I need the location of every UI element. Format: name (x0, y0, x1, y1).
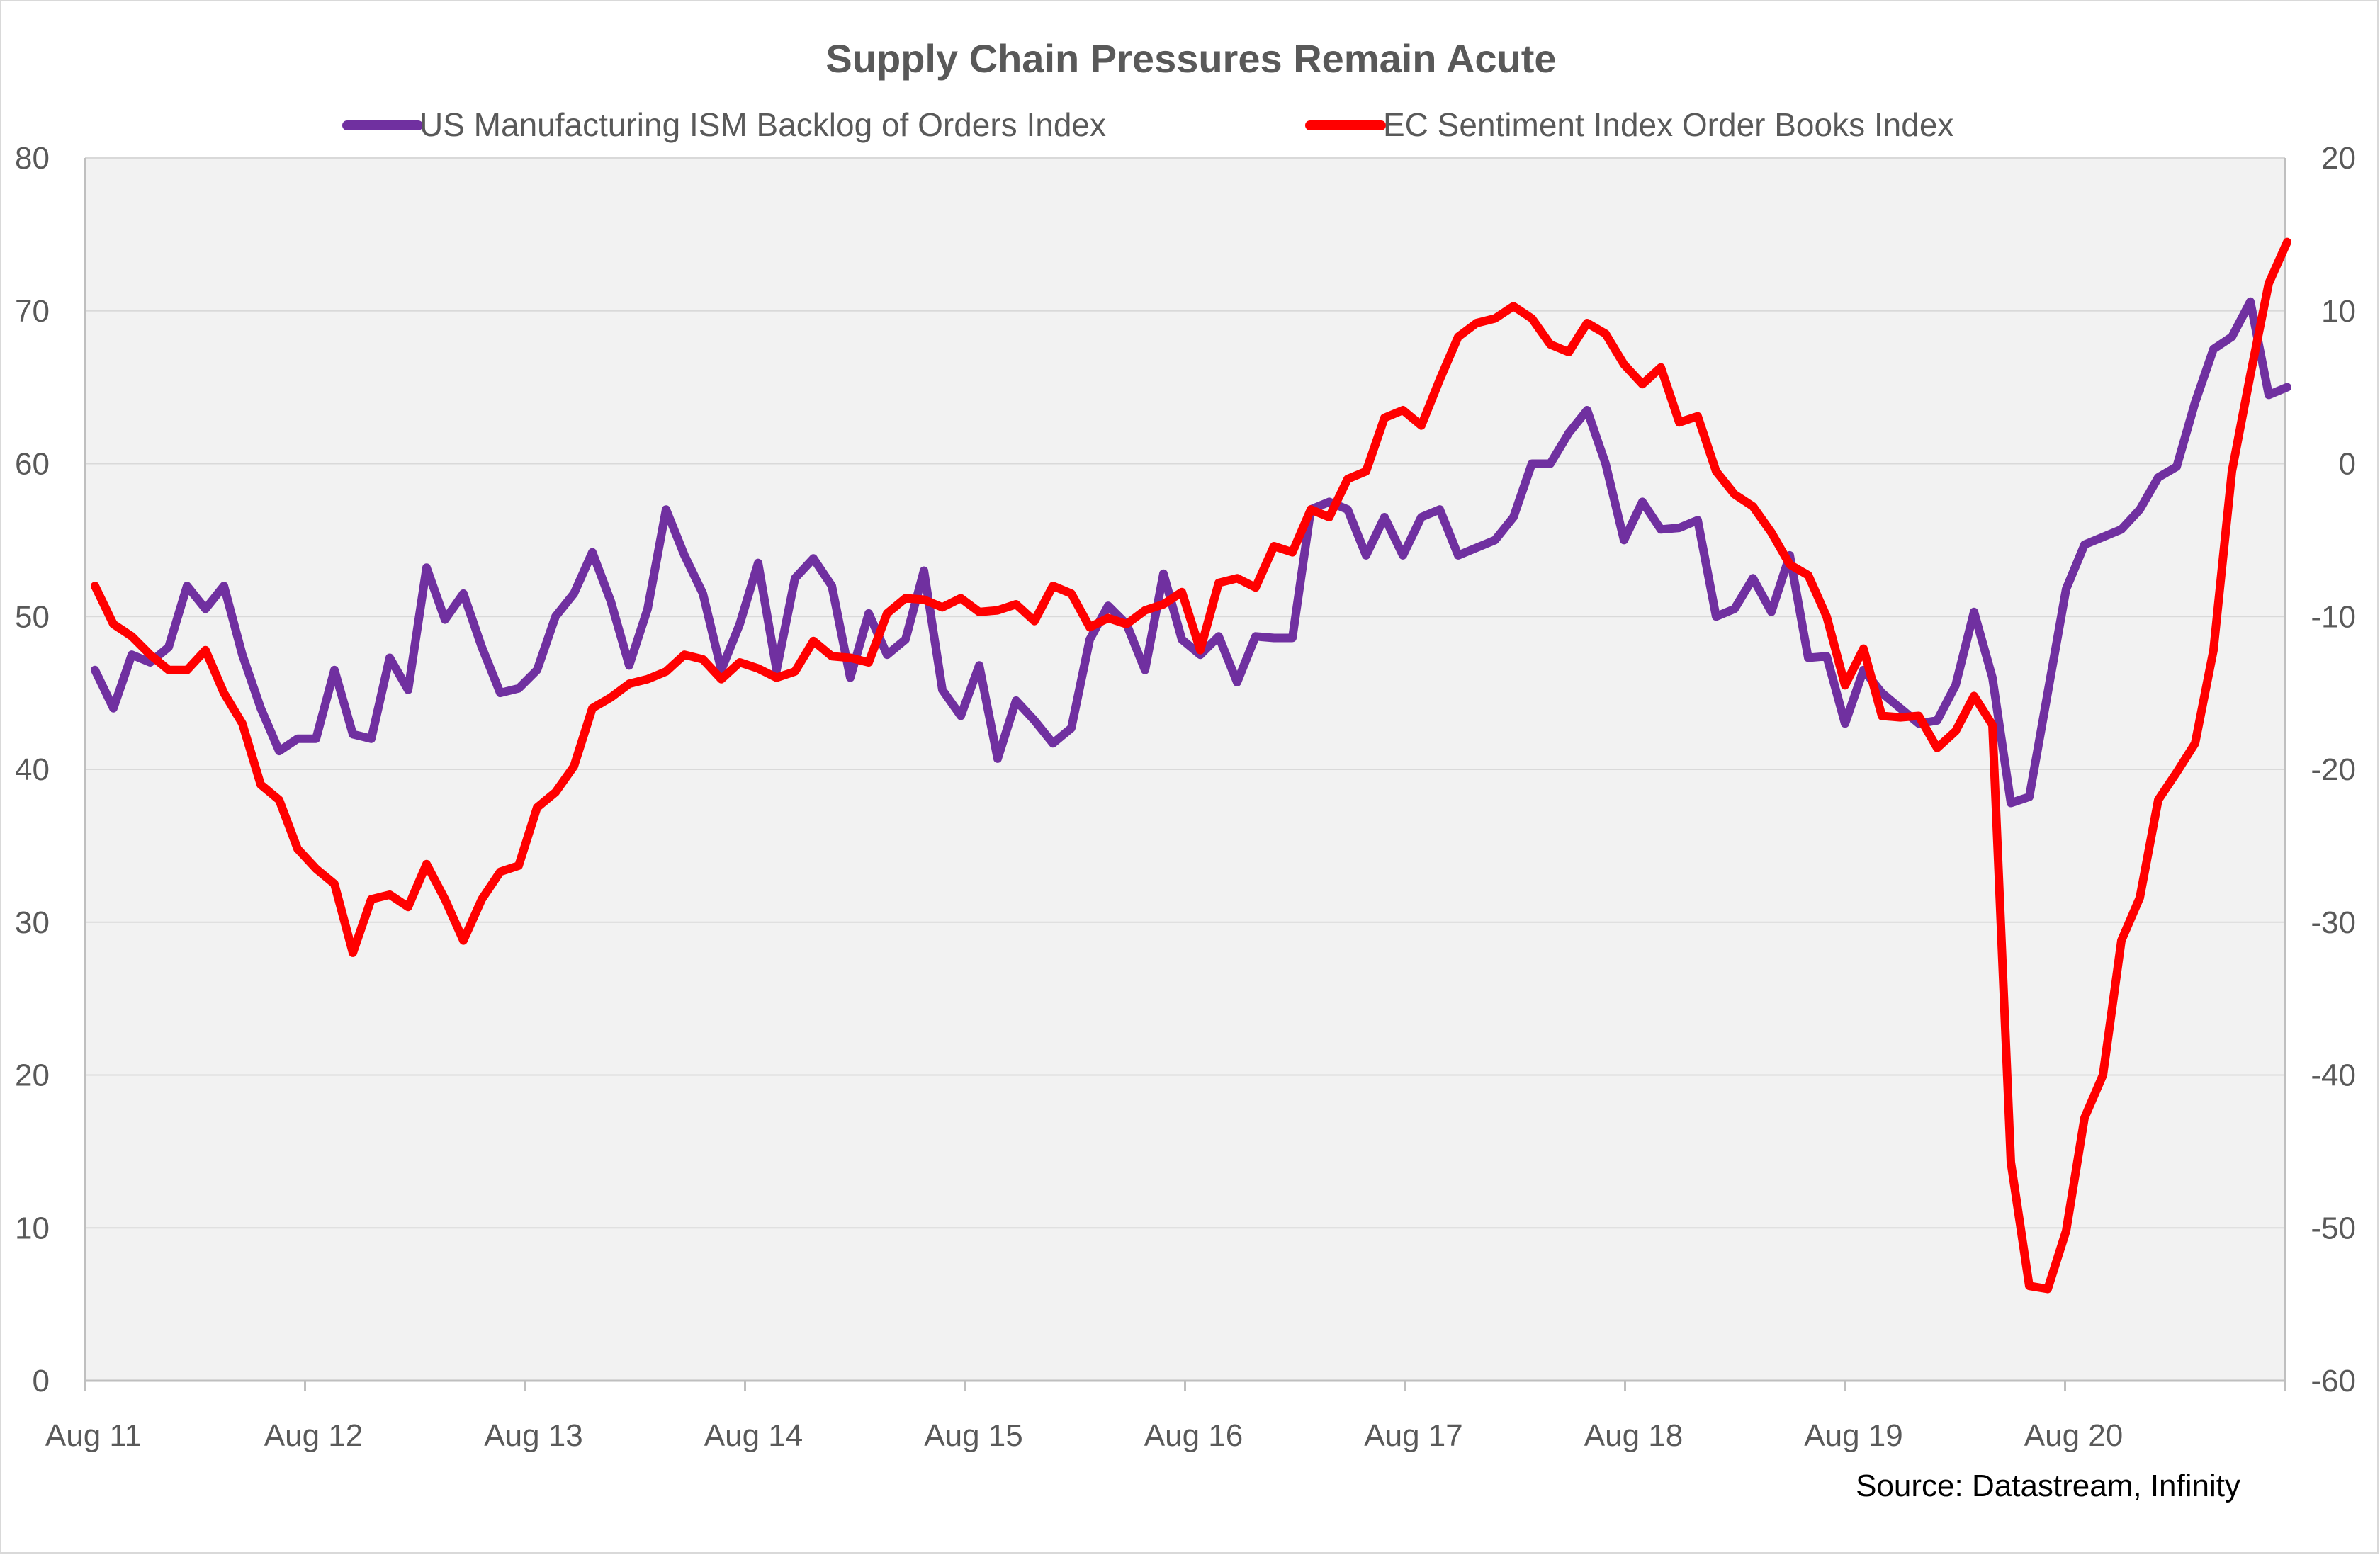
y-left-tick-label: 60 (15, 447, 50, 482)
source-note: Source: Datastream, Infinity (1856, 1469, 2240, 1503)
x-tick-label: Aug 16 (1144, 1418, 1243, 1453)
y-left-tick-label: 50 (15, 599, 50, 634)
x-tick-label: Aug 19 (1804, 1418, 1902, 1453)
legend-label-ism: US Manufacturing ISM Backlog of Orders I… (419, 106, 1106, 143)
x-tick-label: Aug 17 (1364, 1418, 1462, 1453)
series-lines (91, 237, 2291, 1294)
legend: US Manufacturing ISM Backlog of Orders I… (342, 106, 1953, 143)
y-right-tick-label: -10 (2311, 599, 2356, 634)
x-tick-label: Aug 13 (484, 1418, 582, 1453)
y-right-tick-label: -60 (2311, 1364, 2356, 1398)
x-tick-label: Aug 18 (1584, 1418, 1683, 1453)
x-tick-label: Aug 20 (2024, 1418, 2123, 1453)
y-left-tick-label: 10 (15, 1211, 50, 1245)
legend-label-ec: EC Sentiment Index Order Books Index (1383, 106, 1953, 143)
y-right-tick-label: -30 (2311, 905, 2356, 940)
y-left-tick-label: 30 (15, 905, 50, 940)
y-right-tick-label: -40 (2311, 1058, 2356, 1093)
y-right-tick-label: 10 (2321, 294, 2356, 329)
y-left-tick-label: 70 (15, 294, 50, 329)
y-left-tick-label: 80 (15, 141, 50, 176)
series-line-ec-order-books (91, 237, 2291, 1294)
y-left-tick-label: 0 (33, 1364, 50, 1398)
x-tick-label: Aug 14 (704, 1418, 803, 1453)
y-right-tick-label: 20 (2321, 141, 2356, 176)
y-right-tick-label: 0 (2339, 447, 2356, 482)
y-right-tick-label: -50 (2311, 1211, 2356, 1245)
axes (84, 158, 2286, 1391)
y-right-tick-label: -20 (2311, 752, 2356, 787)
chart-title: Supply Chain Pressures Remain Acute (825, 36, 1556, 81)
x-tick-label: Aug 11 (45, 1418, 142, 1453)
x-tick-label: Aug 15 (924, 1418, 1022, 1453)
x-tick-label: Aug 12 (264, 1418, 363, 1453)
tick-labels: 0 10 20 30 40 50 60 70 80 -60 -50 -40 -30 -20 -10 0 10 20… (15, 141, 2356, 1453)
y-left-tick-label: 40 (15, 752, 50, 787)
y-left-tick-label: 20 (15, 1058, 50, 1093)
